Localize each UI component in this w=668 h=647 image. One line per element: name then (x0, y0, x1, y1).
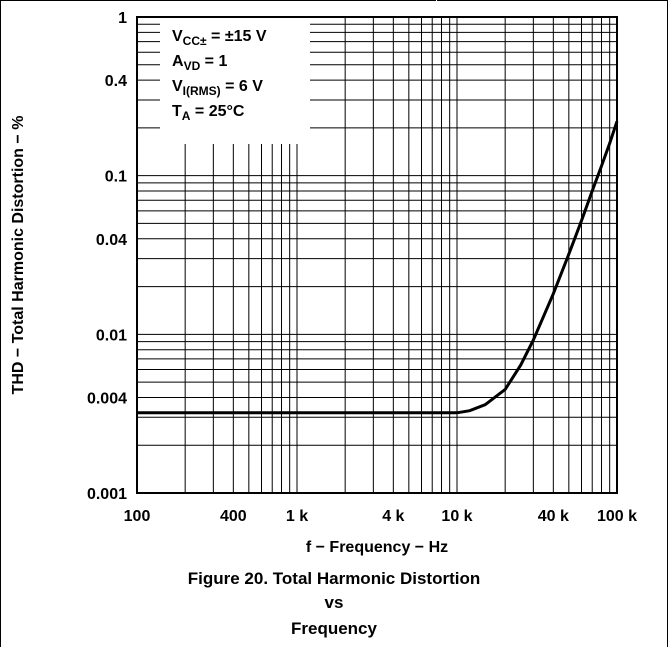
x-tick-label: 100 (124, 508, 151, 525)
x-tick-label: 10 k (441, 508, 472, 525)
y-tick-label: 0.1 (105, 169, 127, 186)
x-tick-label: 1 k (286, 508, 308, 525)
legend-box (160, 18, 310, 144)
figure-caption-line2: vs (324, 593, 344, 612)
y-axis-label: THD − Total Harmonic Distortion − % (10, 116, 27, 395)
thd-vs-frequency-chart: VCC± = ±15 V AVD = 1 VI(RMS) = 6 V TA = 25°… (10, 10, 637, 556)
figure-caption-line3: Frequency (291, 619, 377, 638)
page-border-top (0, 0, 436, 1)
y-tick-label: 0.4 (105, 73, 127, 90)
plot-frame (136, 16, 618, 494)
y-tick-label: 0.04 (96, 232, 127, 249)
figure-caption-line1: Figure 20. Total Harmonic Distortion (187, 569, 481, 588)
y-tick-label: 0.001 (87, 486, 127, 503)
y-tick-label: 0.01 (96, 327, 127, 344)
page-border-top-right (437, 0, 668, 1)
y-tick-label: 0.004 (87, 390, 127, 407)
legend: VCC± = ±15 V AVD = 1 VI(RMS) = 6 V TA = 25°… (172, 28, 267, 123)
condition-label: AVD = 1 (172, 53, 227, 73)
series-thd-curve (137, 120, 619, 415)
x-tick-label: 40 k (538, 508, 569, 525)
x-tick-label: 4 k (382, 508, 404, 525)
y-tick-label: 1 (118, 10, 127, 27)
condition-label: TA = 25°C (172, 103, 245, 123)
tick-labels: 100 400 1 k 4 k 10 k 40 k 100 k 1 0.4 0.1 0.04 0.01… (87, 10, 637, 525)
page-border-left (0, 0, 1, 647)
x-tick-label: 100 k (597, 508, 637, 525)
condition-label: VCC± = ±15 V (172, 28, 267, 48)
x-tick-label: 400 (220, 508, 247, 525)
condition-label: VI(RMS) = 6 V (172, 78, 263, 98)
x-axis-label: f − Frequency − Hz (306, 539, 448, 556)
